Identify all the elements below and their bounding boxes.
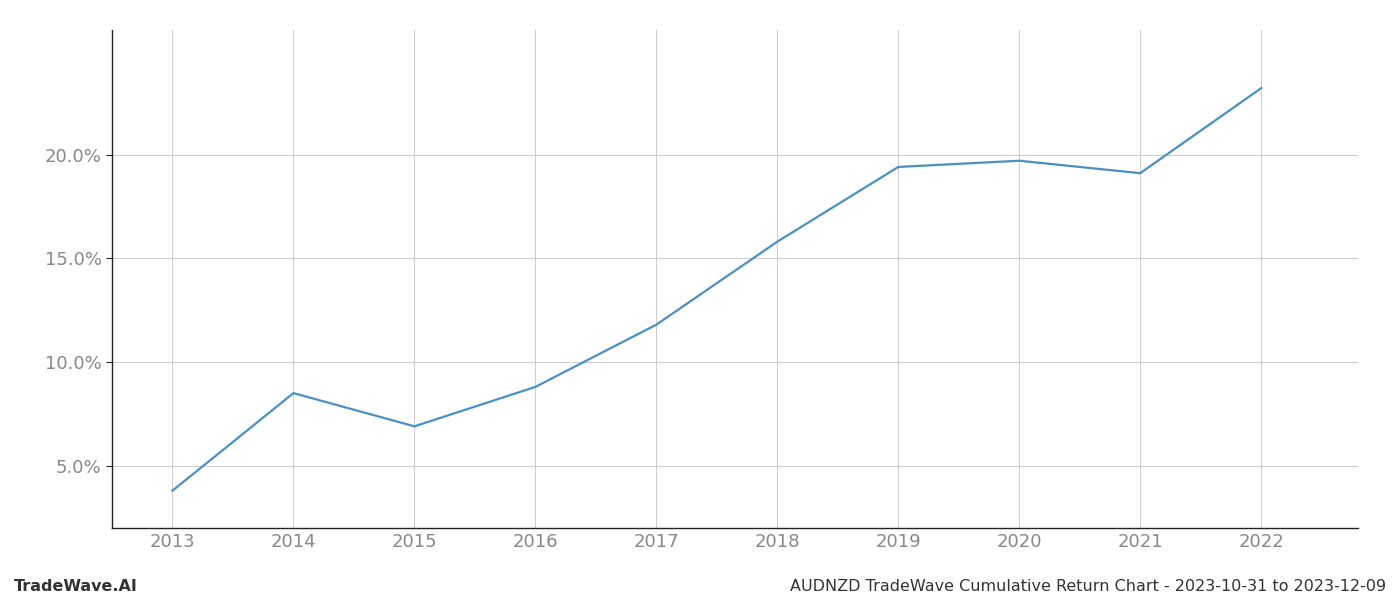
Text: AUDNZD TradeWave Cumulative Return Chart - 2023-10-31 to 2023-12-09: AUDNZD TradeWave Cumulative Return Chart…: [790, 579, 1386, 594]
Text: TradeWave.AI: TradeWave.AI: [14, 579, 137, 594]
